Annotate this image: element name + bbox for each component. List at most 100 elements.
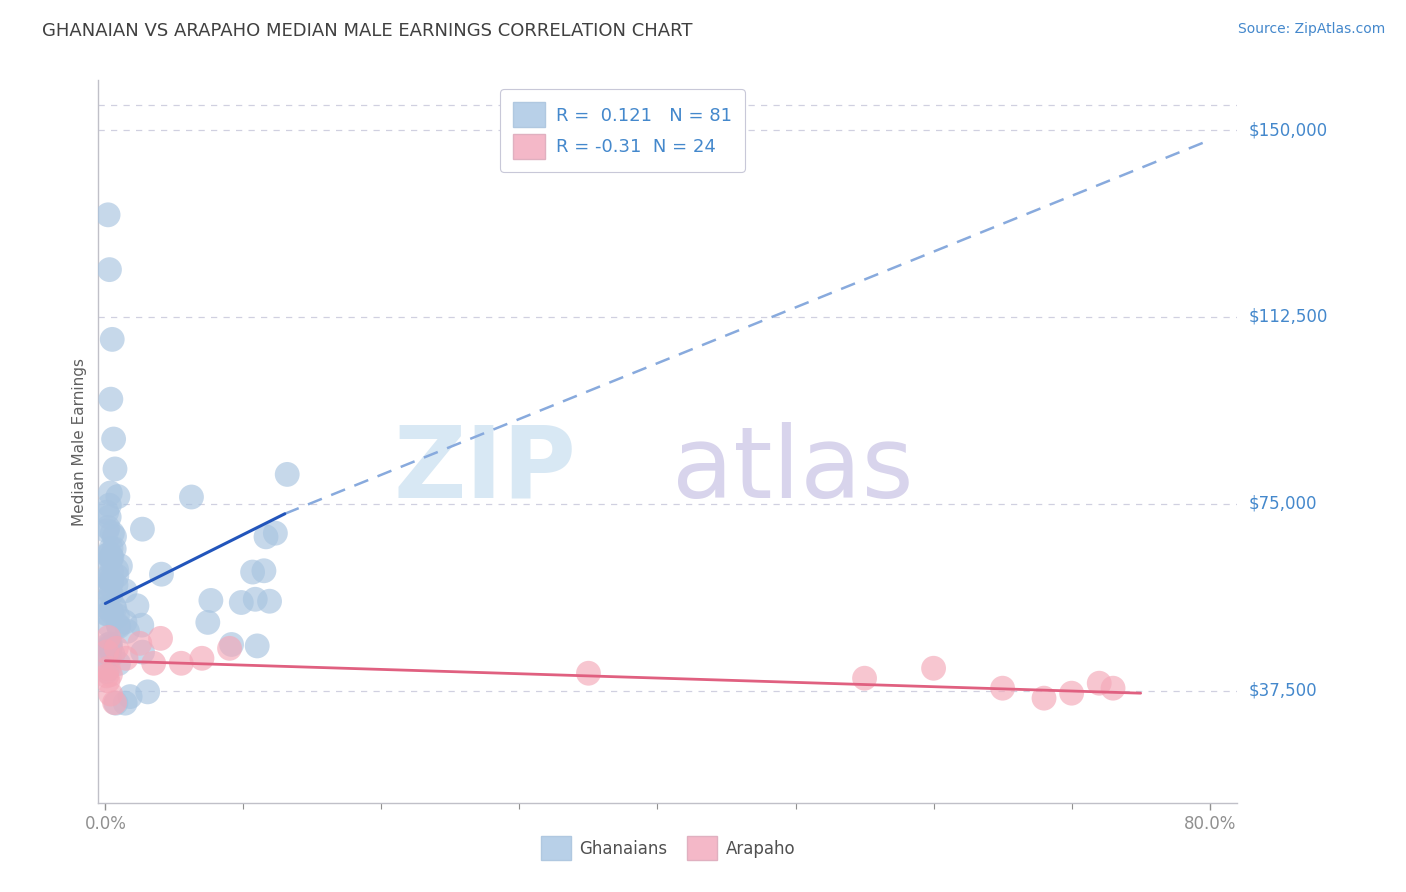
Point (100, 637, 122, 651)
Point (96, 571, 118, 585)
Point (180, 490, 202, 504)
Point (170, 657, 193, 671)
Point (103, 541, 125, 556)
Point (107, 657, 129, 671)
Point (96, 646, 118, 660)
Point (114, 583, 136, 598)
Point (105, 563, 128, 577)
Point (98, 642, 121, 657)
Point (103, 696, 125, 710)
Point (96, 548, 118, 562)
Point (578, 666, 600, 681)
Point (131, 618, 153, 632)
Point (101, 648, 124, 662)
Point (197, 615, 219, 630)
Y-axis label: Median Male Earnings: Median Male Earnings (72, 358, 87, 525)
Point (96, 645, 118, 659)
Point (253, 564, 276, 578)
Point (1033, 691, 1056, 706)
Point (101, 332, 124, 346)
Point (125, 599, 148, 613)
Point (98, 553, 121, 567)
Point (131, 645, 153, 659)
Point (98, 262, 121, 277)
Point (96, 607, 118, 621)
Text: ZIP: ZIP (394, 422, 576, 519)
Point (922, 661, 945, 675)
Point (108, 619, 131, 633)
Point (231, 595, 253, 609)
Point (98, 578, 121, 592)
Point (142, 657, 165, 671)
Point (150, 567, 173, 582)
Point (97, 650, 120, 665)
Point (218, 641, 240, 656)
Point (100, 586, 122, 600)
Point (97, 661, 120, 675)
Point (98, 498, 121, 512)
Point (128, 636, 150, 650)
Point (97, 631, 120, 645)
Point (97, 673, 120, 688)
Point (104, 601, 127, 615)
Point (853, 671, 876, 685)
Point (259, 594, 281, 608)
Point (100, 574, 122, 589)
Text: atlas: atlas (672, 422, 914, 519)
Point (117, 624, 139, 639)
Point (100, 605, 122, 619)
Point (96, 594, 118, 608)
Point (221, 638, 243, 652)
Point (1102, 681, 1125, 696)
Point (98, 573, 121, 587)
Point (96, 524, 118, 538)
Point (1060, 686, 1083, 700)
Point (100, 667, 122, 681)
Point (136, 685, 159, 699)
Point (104, 462, 127, 476)
Point (276, 467, 298, 482)
Point (246, 639, 269, 653)
Point (149, 632, 172, 646)
Point (107, 608, 129, 623)
Point (98, 640, 121, 655)
Point (254, 530, 277, 544)
Point (107, 618, 129, 632)
Point (131, 522, 153, 536)
Text: $112,500: $112,500 (1249, 308, 1327, 326)
Point (97, 572, 120, 586)
Point (97, 607, 120, 621)
Point (98, 486, 121, 500)
Point (97, 638, 120, 652)
Point (96, 665, 118, 679)
Text: GHANAIAN VS ARAPAHO MEDIAN MALE EARNINGS CORRELATION CHART: GHANAIAN VS ARAPAHO MEDIAN MALE EARNINGS… (42, 22, 693, 40)
Point (97, 208, 120, 222)
Point (101, 550, 124, 565)
Point (97, 520, 120, 534)
Point (107, 490, 129, 504)
Point (115, 651, 138, 665)
Point (100, 587, 122, 601)
Point (103, 432, 125, 446)
Point (98, 547, 121, 561)
Text: Source: ZipAtlas.com: Source: ZipAtlas.com (1237, 22, 1385, 37)
Point (104, 578, 127, 592)
Point (98, 639, 121, 653)
Text: $37,500: $37,500 (1249, 681, 1317, 699)
Point (200, 593, 222, 607)
Point (96, 505, 118, 519)
Point (114, 696, 136, 710)
Point (98, 618, 121, 632)
Point (100, 564, 122, 578)
Text: $75,000: $75,000 (1249, 495, 1317, 513)
Point (96, 600, 118, 615)
Point (100, 687, 122, 701)
Point (100, 392, 122, 407)
Point (101, 526, 124, 541)
Point (98, 510, 121, 524)
Legend: Ghanaians, Arapaho: Ghanaians, Arapaho (534, 830, 801, 867)
Text: $150,000: $150,000 (1249, 121, 1327, 139)
Point (100, 550, 122, 565)
Point (100, 551, 122, 566)
Point (96, 669, 118, 683)
